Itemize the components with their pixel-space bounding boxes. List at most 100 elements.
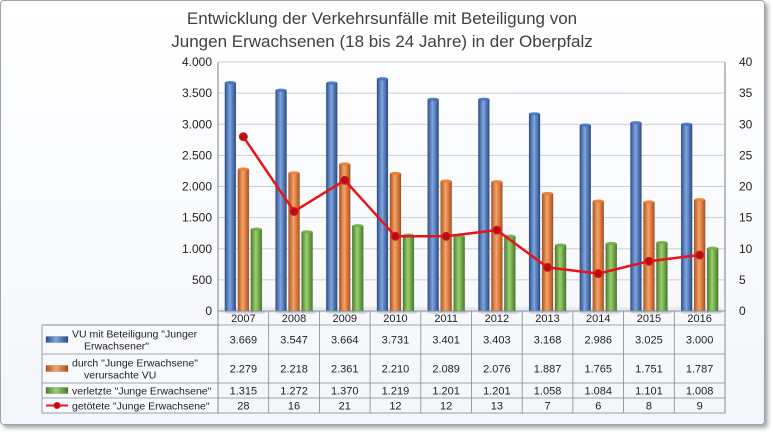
table-value: 6: [595, 401, 601, 413]
y-left-tick-label: 2.500: [182, 148, 212, 162]
bar: [275, 89, 287, 312]
bar-top: [555, 243, 567, 247]
bar: [389, 173, 402, 312]
bar-top: [529, 112, 541, 116]
line-point: [390, 231, 400, 241]
x-category-label: 2014: [586, 313, 610, 325]
table-value: 3.403: [483, 335, 511, 347]
table-value: 12: [389, 401, 401, 413]
x-category-label: 2007: [231, 313, 255, 325]
y-right-tick-label: 15: [739, 211, 753, 225]
y-left-tick-label: 4.000: [182, 55, 212, 69]
x-category-label: 2008: [282, 313, 306, 325]
y-right-tick-label: 30: [739, 117, 753, 131]
legend-label: durch "Junge Erwachsene": [72, 358, 198, 370]
table-value: 1.315: [230, 386, 258, 398]
legend-swatch-marker: [53, 402, 61, 409]
bar: [706, 248, 719, 312]
y-left-tick-label: 0: [205, 304, 212, 318]
bar: [288, 172, 300, 312]
line-point: [644, 256, 654, 266]
y-right-tick-label: 20: [739, 180, 753, 194]
bar-top: [224, 81, 236, 85]
bar-top: [352, 224, 364, 228]
table-value: 1.084: [584, 386, 612, 398]
table-value: 3.731: [382, 335, 410, 347]
x-category-label: 2012: [485, 313, 509, 325]
bar: [301, 231, 313, 312]
chart-title-line-2: Jungen Erwachsenen (18 bis 24 Jahre) in …: [171, 32, 592, 51]
bar-top: [237, 167, 249, 171]
table-value: 2.986: [584, 335, 612, 347]
bar-top: [478, 97, 490, 101]
y-left-tick-label: 3.000: [182, 117, 212, 131]
bar-top: [440, 179, 452, 183]
bar: [237, 168, 250, 312]
data-table: 2007 2008 2009 2010 2011 2012 2013 2014 2015 2016…: [41, 310, 726, 414]
x-category-label: 2009: [333, 313, 357, 325]
bar-top: [630, 121, 642, 125]
table-value: 3.547: [280, 335, 308, 347]
legend-swatch: [45, 336, 69, 343]
line-series: [242, 135, 700, 275]
bar-top: [427, 97, 439, 101]
x-category-label: 2011: [434, 313, 458, 325]
table-value: 2.218: [280, 364, 308, 376]
y-right-tick-label: 5: [739, 273, 746, 287]
bar: [554, 244, 567, 312]
table-value: 12: [440, 401, 452, 413]
bar-top: [681, 122, 693, 126]
bar: [528, 113, 541, 312]
bar: [224, 82, 237, 312]
table-value: 9: [697, 401, 703, 413]
table-value: 1.201: [483, 386, 511, 398]
line-point: [289, 206, 299, 216]
y-right-tick-label: 10: [739, 242, 753, 256]
table-value: 1.008: [686, 386, 714, 398]
plot-area: 0 500 1.000 1.500 2.000 2.500 3.000 3.500 4.000 0…: [182, 55, 753, 318]
table-value: 1.219: [382, 386, 410, 398]
bar: [376, 78, 389, 312]
table-value: 1.370: [331, 386, 359, 398]
bar: [541, 193, 554, 312]
y-left-tick-label: 1.500: [182, 211, 212, 225]
bar-top: [376, 77, 388, 81]
bar-top: [389, 171, 401, 176]
bar-top: [288, 171, 300, 175]
table-value: 1.101: [635, 386, 663, 398]
line-point: [543, 262, 553, 272]
table-value: 7: [544, 401, 550, 413]
x-category-label: 2016: [687, 313, 711, 325]
bar-top: [707, 246, 719, 250]
bar-top: [579, 123, 591, 127]
line-point: [492, 225, 502, 235]
table-value: 3.000: [686, 335, 714, 347]
table-value: 2.089: [432, 364, 460, 376]
y-right-tick-label: 40: [739, 55, 753, 69]
table-value: 2.210: [382, 364, 410, 376]
table-value: 1.765: [584, 364, 612, 376]
x-category-label: 2010: [383, 313, 407, 325]
legend-swatch: [45, 365, 69, 372]
bar-top: [643, 200, 655, 204]
bar: [504, 235, 516, 312]
table-value: 1.751: [635, 364, 663, 376]
table-value: 1.787: [686, 364, 714, 376]
table-value: 13: [491, 401, 503, 413]
table-value: 8: [646, 401, 652, 413]
table-value: 3.664: [331, 335, 359, 347]
line-point: [340, 175, 350, 185]
bar: [453, 235, 465, 312]
bar: [643, 201, 655, 312]
y-right-tick-label: 25: [739, 148, 753, 162]
y-left-tick-label: 2.000: [182, 180, 212, 194]
table-value: 1.058: [534, 386, 562, 398]
bar: [440, 180, 452, 312]
x-category-label: 2013: [535, 313, 559, 325]
bar: [630, 122, 642, 312]
bar-top: [592, 199, 604, 203]
legend-label: verursachte VU: [84, 370, 156, 382]
bar-top: [250, 227, 262, 231]
bar-top: [339, 162, 351, 166]
